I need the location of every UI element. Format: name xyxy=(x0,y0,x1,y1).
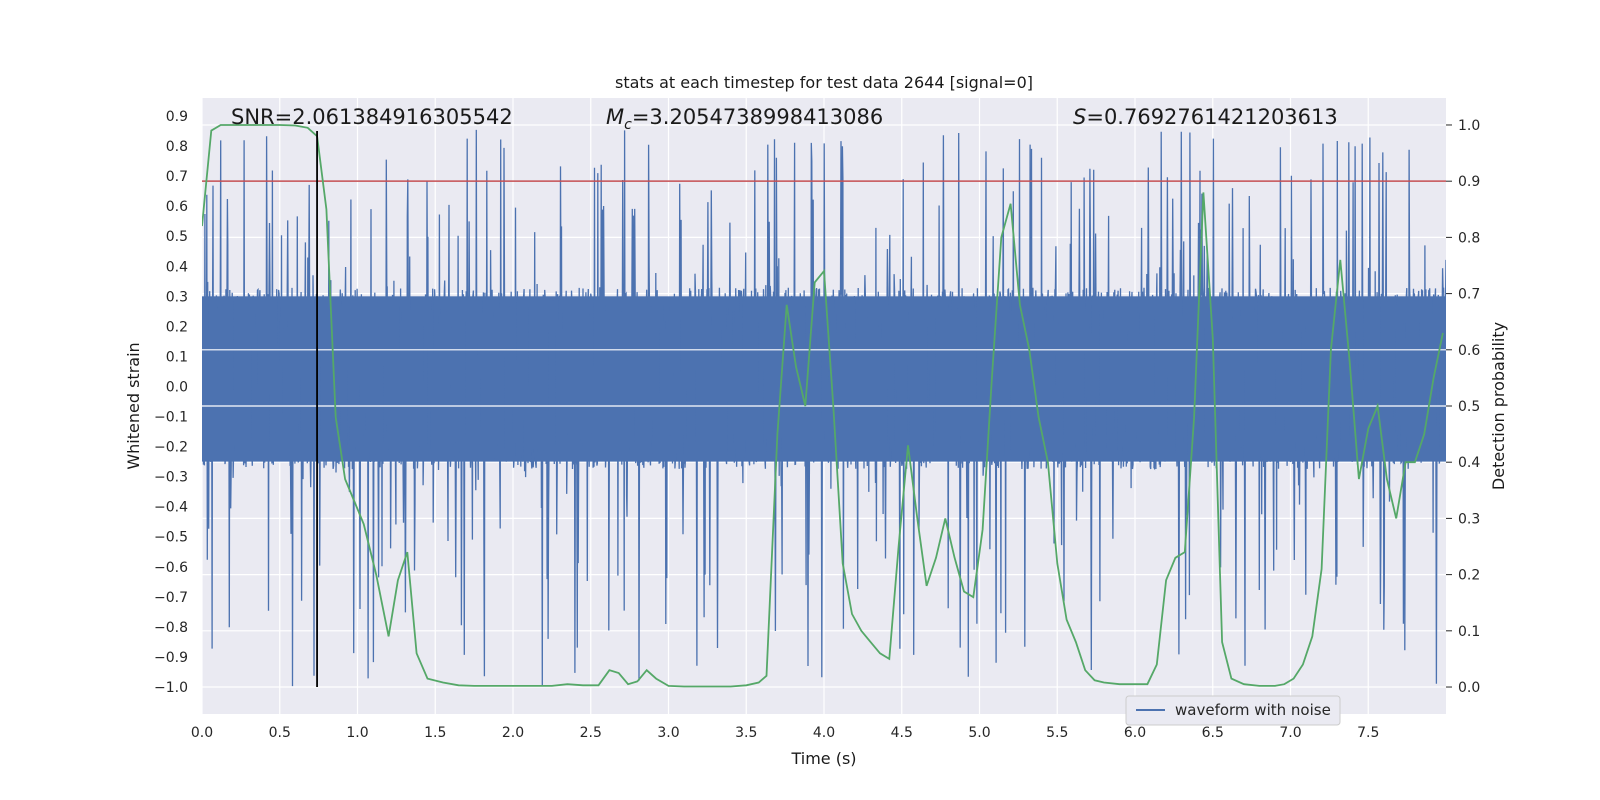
legend: waveform with noise xyxy=(1125,695,1341,726)
x-tick-label: 0.5 xyxy=(269,725,291,741)
x-tick-label: 5.0 xyxy=(968,725,990,741)
y-axis-label: Whitened strain xyxy=(124,342,143,469)
x-tick-label: 3.5 xyxy=(735,725,757,741)
x-tick-label: 5.5 xyxy=(1046,725,1068,741)
x-tick-label: 2.5 xyxy=(580,725,602,741)
x-axis-label: Time (s) xyxy=(790,749,856,768)
y-tick-label: −0.7 xyxy=(154,590,188,606)
chirp-mass-symbol: M xyxy=(606,105,624,129)
x-tick-label: 7.5 xyxy=(1357,725,1379,741)
y2-tick-label: 1.0 xyxy=(1458,118,1480,134)
snr-annotation: SNR=2.061384916305542 xyxy=(231,105,513,129)
y2-axis-label: Detection probability xyxy=(1489,322,1508,490)
legend-label: waveform with noise xyxy=(1175,701,1331,719)
probability-line xyxy=(202,124,1444,688)
y-tick-label: −0.3 xyxy=(154,470,188,486)
y-tick-label: −0.6 xyxy=(154,560,188,576)
y-tick-label: 0.3 xyxy=(166,289,188,305)
y-tick-label: −0.4 xyxy=(154,500,188,516)
y-axis-right: 1.0 0.9 0.8 0.7 0.6 0.5 0.4 0.3 0.2 0.1 0.0 xyxy=(1446,118,1480,696)
y-tick-label: −0.8 xyxy=(154,620,188,636)
waveform-line xyxy=(202,129,1446,687)
y-tick-label: 0.6 xyxy=(166,199,188,215)
y-tick-label: 0.1 xyxy=(166,349,188,365)
chart-title: stats at each timestep for test data 264… xyxy=(615,73,1033,92)
y-tick-label: −0.2 xyxy=(154,440,188,456)
s-annotation: S=0.7692761421203613 xyxy=(1073,105,1338,129)
x-tick-label: 6.5 xyxy=(1202,725,1224,741)
y2-tick-label: 0.0 xyxy=(1458,680,1480,696)
y2-tick-label: 0.2 xyxy=(1458,568,1480,584)
y2-tick-label: 0.8 xyxy=(1458,230,1480,246)
y2-tick-label: 0.7 xyxy=(1458,287,1480,303)
chirp-mass-value: =3.2054738998413086 xyxy=(632,105,883,129)
y-tick-label: −0.5 xyxy=(154,530,188,546)
x-axis: 0.0 0.5 1.0 1.5 2.0 2.5 3.0 3.5 4.0 4.5 5.0 5.5 6.0 6… xyxy=(191,725,1380,741)
x-tick-label: 1.5 xyxy=(424,725,446,741)
y2-tick-label: 0.9 xyxy=(1458,174,1480,190)
x-tick-label: 4.5 xyxy=(891,725,913,741)
y-tick-label: −0.9 xyxy=(154,650,188,666)
x-tick-label: 4.0 xyxy=(813,725,835,741)
y-tick-label: 0.9 xyxy=(166,109,188,125)
x-tick-label: 1.0 xyxy=(346,725,368,741)
y-tick-label: 0.8 xyxy=(166,139,188,155)
x-tick-label: 0.0 xyxy=(191,725,213,741)
x-tick-label: 6.0 xyxy=(1124,725,1146,741)
chirp-mass-subscript: c xyxy=(624,117,632,133)
s-value: =0.7692761421203613 xyxy=(1086,105,1337,129)
y-axis-left: 0.9 0.8 0.7 0.6 0.5 0.4 0.3 0.2 0.1 0.0 −0.1 −0.2 −0… xyxy=(154,109,188,696)
chirp-mass-annotation: Mc=3.2054738998413086 xyxy=(606,105,883,133)
x-tick-label: 3.0 xyxy=(657,725,679,741)
x-tick-label: 2.0 xyxy=(502,725,524,741)
y2-tick-label: 0.3 xyxy=(1458,511,1480,527)
y2-tick-label: 0.5 xyxy=(1458,399,1480,415)
y2-tick-label: 0.6 xyxy=(1458,343,1480,359)
y-tick-label: 0.7 xyxy=(166,169,188,185)
y2-tick-label: 0.1 xyxy=(1458,624,1480,640)
y-tick-label: −0.1 xyxy=(154,410,188,426)
y-tick-label: 0.2 xyxy=(166,319,188,335)
y-tick-label: 0.4 xyxy=(166,259,188,275)
x-tick-label: 7.0 xyxy=(1279,725,1301,741)
y-tick-label: 0.5 xyxy=(166,229,188,245)
y-tick-label: −1.0 xyxy=(154,680,188,696)
legend-box xyxy=(1125,695,1341,726)
y2-tick-label: 0.4 xyxy=(1458,455,1480,471)
y-tick-label: 0.0 xyxy=(166,379,188,395)
s-symbol: S xyxy=(1073,105,1086,129)
